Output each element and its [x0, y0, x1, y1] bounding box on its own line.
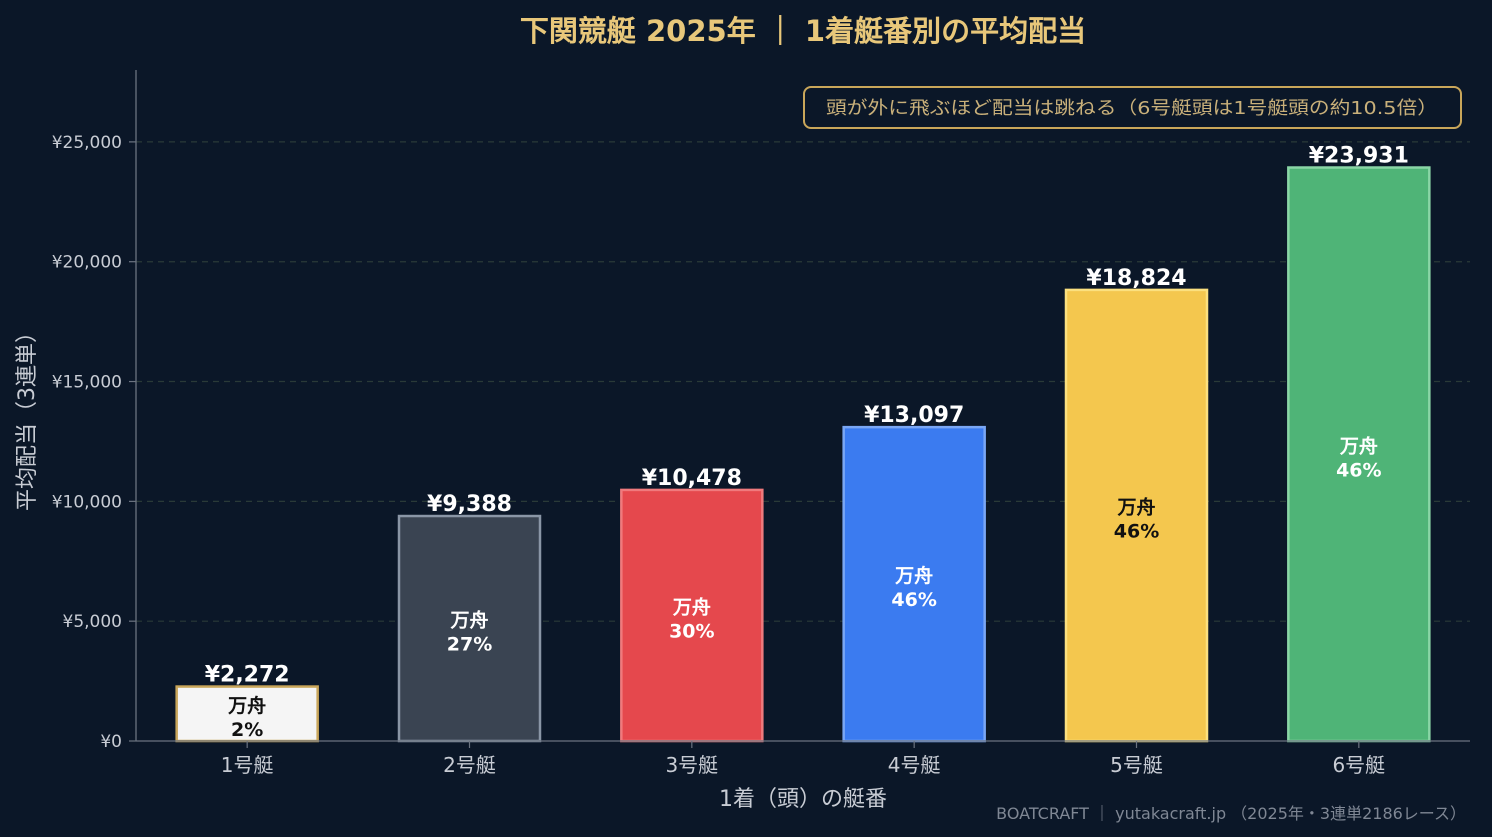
y-tick-label: ¥0 — [100, 732, 122, 752]
bar-value-label: ¥2,272 — [205, 663, 290, 688]
bar-inner-title: 万舟 — [449, 609, 488, 632]
x-axis-ticks: 1号艇 2号艇 3号艇 4号艇 5号艇 6号艇 — [221, 741, 1385, 777]
bar-value-label: ¥23,931 — [1309, 144, 1409, 169]
bar — [1064, 288, 1209, 743]
annotation-border — [803, 86, 1462, 129]
y-tick-label: ¥15,000 — [52, 373, 122, 393]
bar-value-label: ¥9,388 — [427, 492, 512, 517]
x-tick-label: 3号艇 — [665, 753, 718, 777]
x-tick-label: 5号艇 — [1110, 753, 1163, 777]
bar-inner-percent: 46% — [1114, 520, 1159, 542]
bar — [620, 488, 764, 743]
x-tick-label: 4号艇 — [888, 753, 941, 777]
footer-credit: BOATCRAFT ｜ yutakacraft.jp （2025年・3連単218… — [996, 804, 1466, 823]
annotation-box: 頭が外に飛ぶほど配当は跳ねる（6号艇頭は1号艇頭の約10.5倍） — [803, 86, 1462, 129]
y-tick-label: ¥5,000 — [63, 612, 122, 632]
bar-inner-percent: 2% — [231, 719, 263, 741]
bar-value-label: ¥10,478 — [642, 466, 742, 491]
bar — [397, 514, 542, 743]
bar-inner-title: 万舟 — [672, 595, 711, 618]
y-axis-ticks: ¥0 ¥5,000 ¥10,000 ¥15,000 ¥20,000 ¥25,000 — [52, 133, 136, 752]
bar-inner-percent: 27% — [447, 634, 492, 656]
y-axis-label: 平均配当（3連単） — [15, 321, 40, 511]
x-tick-label: 1号艇 — [221, 753, 274, 777]
bar-inner-title: 万舟 — [894, 564, 933, 587]
bar-value-label: ¥18,824 — [1086, 266, 1186, 291]
x-tick-label: 6号艇 — [1332, 753, 1385, 777]
bar-inner-title: 万舟 — [1339, 434, 1378, 457]
x-axis-label: 1着（頭）の艇番 — [719, 787, 887, 812]
grid-lines — [136, 141, 1470, 622]
y-tick-label: ¥20,000 — [52, 253, 122, 273]
bar-inner-title: 万舟 — [1116, 495, 1155, 518]
bar-inner-title: 万舟 — [227, 694, 266, 717]
bar-inner-percent: 30% — [669, 620, 714, 642]
bar — [842, 425, 986, 743]
y-tick-label: ¥25,000 — [52, 133, 122, 153]
chart-title: 下関競艇 2025年 ｜ 1着艇番別の平均配当 — [520, 14, 1086, 48]
y-tick-label: ¥10,000 — [52, 492, 122, 512]
bar — [1287, 166, 1431, 743]
bar-inner-percent: 46% — [891, 589, 936, 611]
x-tick-label: 2号艇 — [443, 753, 496, 777]
bar-value-label: ¥13,097 — [864, 403, 964, 428]
bars: ¥2,272万舟2%¥9,388万舟27%¥10,478万舟30%¥13,097… — [175, 144, 1431, 743]
annotation-text: 頭が外に飛ぶほど配当は跳ねる（6号艇頭は1号艇頭の約10.5倍） — [826, 98, 1438, 119]
bar-inner-percent: 46% — [1336, 459, 1381, 481]
